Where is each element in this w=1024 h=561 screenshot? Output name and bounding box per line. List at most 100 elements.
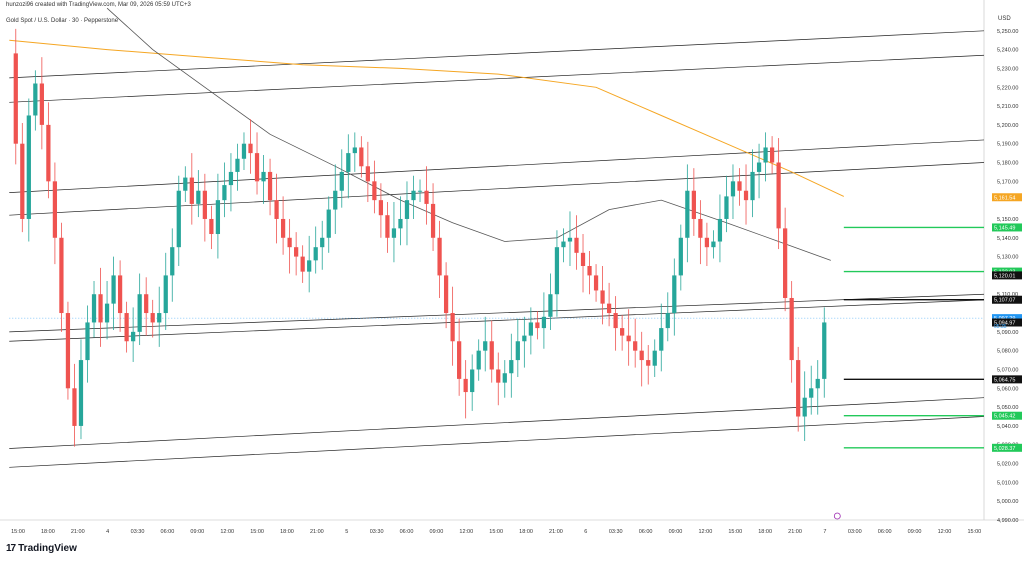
price-badge-label: 5,161.54 bbox=[994, 195, 1015, 201]
candle-body bbox=[85, 322, 90, 361]
price-badge-label: 5,064.75 bbox=[994, 377, 1015, 383]
y-tick-label: 5,220.00 bbox=[997, 85, 1018, 91]
candle-body bbox=[196, 190, 201, 204]
candle-body bbox=[391, 228, 397, 238]
candle-body bbox=[111, 275, 116, 304]
y-tick-label: 5,090.00 bbox=[997, 330, 1018, 336]
x-tick-label: 18:00 bbox=[519, 529, 533, 535]
price-badge-label: 5,045.42 bbox=[994, 414, 1015, 420]
candle-body bbox=[561, 241, 566, 248]
candle-body bbox=[424, 190, 429, 204]
candle-body bbox=[574, 237, 579, 253]
candle-body bbox=[613, 313, 618, 329]
x-tick-label: 4 bbox=[106, 529, 109, 535]
y-tick-label: 5,060.00 bbox=[997, 386, 1018, 392]
candle-body bbox=[685, 190, 690, 238]
candle-body bbox=[346, 153, 351, 172]
symbol-title: Gold Spot / U.S. Dollar · 30 · Peppersto… bbox=[6, 18, 119, 24]
price-badge-label: 5,094.97 bbox=[994, 321, 1015, 327]
candle-body bbox=[59, 237, 64, 314]
candle-body bbox=[52, 181, 58, 238]
trend-line bbox=[9, 139, 985, 193]
price-badge bbox=[992, 443, 1022, 452]
candle-body bbox=[756, 162, 762, 172]
y-tick-label: 5,040.00 bbox=[997, 424, 1018, 430]
candle-body bbox=[698, 218, 703, 238]
candle-body bbox=[183, 177, 188, 191]
candle-body bbox=[554, 247, 560, 295]
trend-line bbox=[9, 416, 985, 468]
candle-body bbox=[294, 247, 299, 257]
candle-body bbox=[365, 166, 370, 182]
candle-body bbox=[626, 335, 631, 342]
x-tick-label: 03:00 bbox=[848, 529, 862, 535]
y-tick-label: 5,000.00 bbox=[997, 499, 1018, 505]
x-tick-label: 15:00 bbox=[967, 529, 981, 535]
candle-body bbox=[26, 115, 31, 219]
candle-body bbox=[522, 335, 527, 342]
candle-body bbox=[170, 247, 175, 276]
candle-body bbox=[704, 237, 710, 248]
candle-body bbox=[72, 388, 77, 426]
candle-body bbox=[150, 313, 155, 323]
candle-body bbox=[587, 266, 592, 276]
y-tick-label: 5,110.00 bbox=[997, 292, 1018, 298]
price-badge-label: 5,028.37 bbox=[994, 446, 1015, 452]
candle-body bbox=[124, 313, 129, 342]
y-tick-label: 4,990.00 bbox=[997, 518, 1018, 524]
candle-body bbox=[678, 237, 683, 276]
event-marker-icon bbox=[833, 512, 841, 520]
candle-body bbox=[769, 147, 775, 163]
current-price-countdown: 05:35 bbox=[994, 324, 1007, 330]
candle-body bbox=[78, 360, 84, 426]
candle-body bbox=[541, 316, 547, 329]
price-badge-label: 5,107.07 bbox=[994, 298, 1015, 304]
candle-body bbox=[117, 275, 123, 314]
y-tick-label: 5,230.00 bbox=[997, 66, 1018, 72]
x-tick-label: 06:00 bbox=[400, 529, 414, 535]
candle-body bbox=[398, 218, 403, 229]
candle-body bbox=[593, 275, 599, 291]
price-badge bbox=[992, 375, 1022, 384]
candle-body bbox=[483, 341, 488, 351]
candle-body bbox=[528, 322, 533, 336]
candle-body bbox=[476, 350, 481, 370]
x-tick-label: 15:00 bbox=[728, 529, 742, 535]
x-tick-label: 21:00 bbox=[310, 529, 324, 535]
x-tick-label: 12:00 bbox=[459, 529, 473, 535]
candle-body bbox=[222, 185, 227, 201]
x-tick-label: 03:30 bbox=[131, 529, 145, 535]
y-tick-label: 5,130.00 bbox=[997, 255, 1018, 261]
author-line: hunzozi96 created with TradingView.com, … bbox=[6, 2, 191, 8]
candle-body bbox=[372, 181, 377, 201]
tradingview-brand[interactable]: 17 TradingView bbox=[6, 543, 77, 554]
candle-body bbox=[189, 177, 194, 204]
candle-body bbox=[796, 360, 801, 417]
x-tick-label: 15:00 bbox=[489, 529, 503, 535]
x-tick-label: 12:00 bbox=[698, 529, 712, 535]
candle-body bbox=[743, 190, 749, 201]
trend-line bbox=[9, 54, 985, 103]
candle-body bbox=[606, 303, 612, 314]
price-badge-label: 5,145.49 bbox=[994, 225, 1015, 231]
trend-line bbox=[9, 299, 985, 342]
y-tick-label: 5,250.00 bbox=[997, 29, 1018, 35]
x-tick-label: 21:00 bbox=[788, 529, 802, 535]
candle-body bbox=[815, 378, 820, 389]
price-badge bbox=[992, 193, 1022, 202]
y-tick-label: 5,180.00 bbox=[997, 161, 1018, 167]
candle-body bbox=[352, 147, 357, 154]
trend-line bbox=[9, 162, 985, 216]
candle-body bbox=[157, 313, 162, 323]
candle-body bbox=[737, 181, 742, 191]
candle-body bbox=[248, 143, 253, 154]
x-tick-label: 09:00 bbox=[669, 529, 683, 535]
candle-body bbox=[809, 388, 814, 398]
candle-body bbox=[104, 303, 110, 323]
candle-body bbox=[802, 397, 807, 417]
x-tick-label: 18:00 bbox=[280, 529, 294, 535]
candle-body bbox=[202, 190, 207, 219]
candle-body bbox=[287, 237, 292, 248]
candle-body bbox=[665, 313, 670, 329]
